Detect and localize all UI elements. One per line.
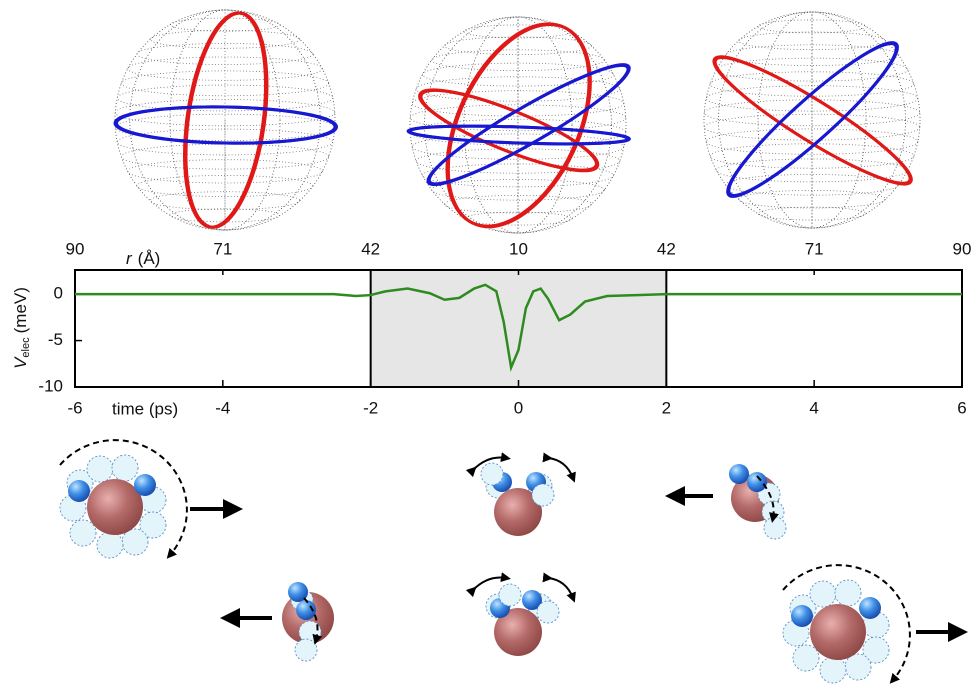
latitude-ring xyxy=(415,148,621,174)
longitude-ring xyxy=(757,11,867,229)
x-tick-label: -2 xyxy=(363,398,378,417)
molecule-illustrations xyxy=(59,439,968,684)
sphere-outline xyxy=(409,16,627,234)
latitude-ring xyxy=(409,104,627,132)
latitude-ring xyxy=(116,84,334,112)
trajectory xyxy=(713,56,913,186)
trajectory xyxy=(446,23,592,229)
x2-tick-label: 42 xyxy=(361,239,380,258)
latitude-ring xyxy=(411,90,625,117)
x2-axis-label: r (Å) xyxy=(126,249,160,268)
y-tick-label: 0 xyxy=(54,284,63,303)
latitude-ring xyxy=(757,206,867,221)
latitude-ring xyxy=(415,76,621,102)
longitude-ring xyxy=(129,9,321,231)
latitude-ring xyxy=(463,24,573,39)
x-tick-label: -4 xyxy=(215,398,230,417)
latitude-ring xyxy=(422,163,614,188)
latitude-ring xyxy=(409,118,627,146)
x2-label-unit: (Å) xyxy=(138,249,161,268)
x2-tick-label: 71 xyxy=(805,239,824,258)
latitude-ring xyxy=(709,71,915,97)
longitude-ring xyxy=(424,16,612,234)
latitude-ring xyxy=(705,85,919,112)
latitude-ring xyxy=(703,99,921,127)
data-line xyxy=(75,283,962,373)
latitude-ring xyxy=(136,43,314,65)
x2-tick-label: 90 xyxy=(66,239,85,258)
x2-tick-label: 71 xyxy=(213,239,232,258)
y-tick-label: -5 xyxy=(48,330,63,349)
trajectory xyxy=(184,11,269,229)
y-label-subscript: elec xyxy=(20,337,32,358)
latitude-ring xyxy=(116,128,334,156)
x2-tick-label: 10 xyxy=(509,239,528,258)
latitude-ring xyxy=(169,208,281,223)
latitude-ring xyxy=(703,113,921,141)
latitude-ring xyxy=(757,19,867,34)
latitude-ring xyxy=(738,189,886,209)
trajectory xyxy=(427,63,631,186)
sphere-outline xyxy=(114,9,336,231)
latitude-ring xyxy=(716,57,908,82)
trajectory-spheres xyxy=(113,9,921,234)
y-label-unit: (meV) xyxy=(11,287,30,333)
latitude-ring xyxy=(709,143,915,169)
longitude-ring xyxy=(718,11,906,229)
y-label-symbol: V xyxy=(11,356,30,369)
x-tick-label: 0 xyxy=(514,398,523,417)
x2-tick-label: 90 xyxy=(953,239,971,258)
x-axis-label: time (ps) xyxy=(112,399,178,418)
y-axis-label: Velec (meV) xyxy=(11,287,31,369)
sphere-outline xyxy=(703,11,921,229)
latitude-ring xyxy=(422,62,614,87)
x-tick-label: 6 xyxy=(957,398,966,417)
shaded-region xyxy=(370,270,667,387)
longitude-ring xyxy=(463,16,573,234)
latitude-ring xyxy=(149,191,301,211)
x-tick-label: -6 xyxy=(67,398,82,417)
latitude-ring xyxy=(411,133,625,160)
x2-tick-label: 42 xyxy=(657,239,676,258)
latitude-ring xyxy=(463,211,573,226)
latitude-ring xyxy=(705,128,919,155)
latitude-ring xyxy=(149,29,301,49)
latitude-ring xyxy=(444,194,592,214)
longitude-ring xyxy=(169,9,281,231)
trajectory xyxy=(115,105,338,145)
x-tick-label: 2 xyxy=(662,398,671,417)
latitude-ring xyxy=(169,17,281,32)
y-tick-label: -10 xyxy=(38,376,63,395)
trajectory xyxy=(408,124,631,146)
trajectory xyxy=(727,41,899,197)
x-tick-label: 4 xyxy=(809,398,818,417)
x2-label-symbol: r xyxy=(126,249,133,268)
